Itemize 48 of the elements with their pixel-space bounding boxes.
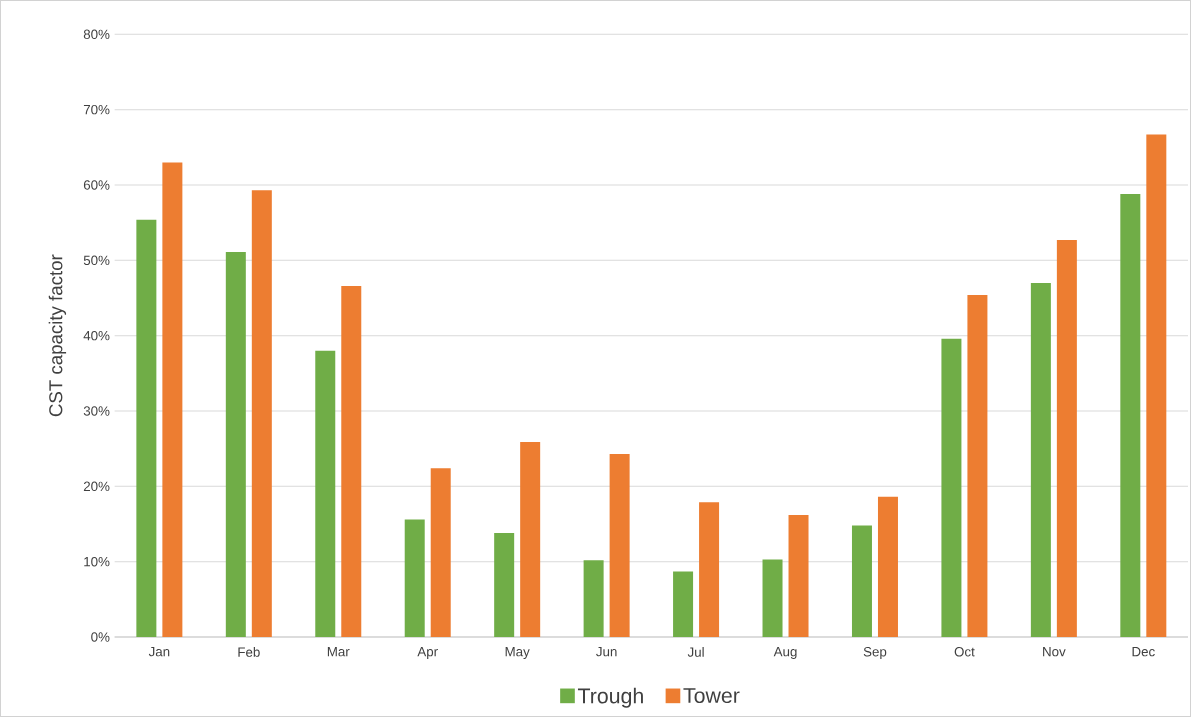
x-tick-label: Nov: [1043, 647, 1066, 657]
y-tick-label: 40%: [83, 330, 110, 341]
x-tick-label: Jul: [687, 647, 704, 657]
bar: [430, 468, 451, 638]
bar: [877, 496, 898, 638]
x-tick-label: Sep: [863, 647, 887, 660]
legend-label: Trough: [577, 687, 643, 708]
y-tick-label: 10%: [84, 556, 110, 567]
x-tick-label: Oct: [954, 647, 975, 657]
bar: [404, 519, 425, 638]
x-tick-label: Mar: [327, 647, 350, 657]
bar: [788, 514, 809, 638]
bar: [1120, 194, 1141, 638]
bar: [225, 252, 246, 638]
bar: [762, 559, 783, 638]
bar: [673, 571, 694, 638]
bar: [851, 525, 872, 638]
bar: [494, 533, 515, 638]
legend-label: Tower: [683, 688, 740, 704]
x-tick-label: Jan: [148, 647, 170, 657]
bar: [136, 219, 157, 638]
x-tick-label: May: [505, 647, 530, 659]
bar: [699, 502, 720, 638]
bar: [341, 285, 362, 638]
y-tick-label: 80%: [83, 29, 110, 40]
bar: [520, 441, 541, 638]
x-tick-label: Jun: [596, 647, 617, 657]
bar: [315, 350, 336, 638]
x-tick-label: Aug: [773, 647, 797, 659]
bar: [583, 560, 604, 638]
bar: [1056, 239, 1077, 638]
y-tick-label: 0%: [91, 632, 110, 642]
bar: [1030, 282, 1051, 638]
y-tick-label: 60%: [83, 180, 110, 190]
bar: [162, 162, 183, 638]
x-tick-label: Feb: [238, 647, 260, 657]
bar: [967, 294, 988, 638]
bar: [1146, 134, 1167, 638]
y-tick-label: 50%: [83, 255, 110, 266]
y-tick-label: 20%: [83, 481, 110, 492]
y-axis-title: CST capacity factor: [48, 254, 67, 417]
y-tick-label: 30%: [83, 406, 110, 416]
x-tick-label: Dec: [1132, 647, 1155, 657]
bar: [941, 338, 962, 638]
bar: [609, 453, 630, 638]
bar: [251, 190, 272, 638]
x-tick-label: Apr: [417, 647, 438, 659]
y-tick-label: 70%: [83, 104, 110, 115]
